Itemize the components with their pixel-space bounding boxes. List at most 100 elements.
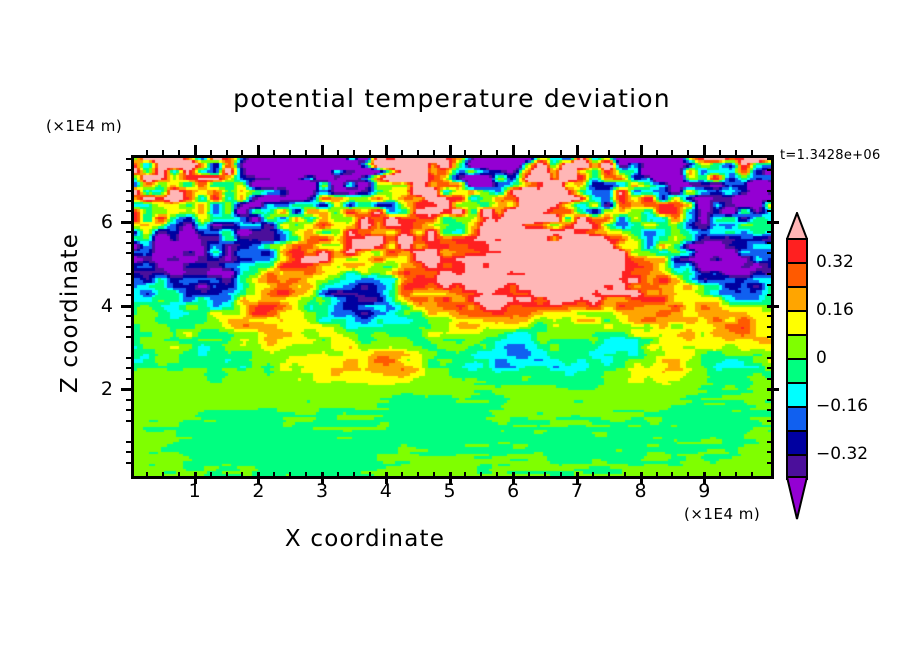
colorbar-band — [786, 358, 808, 384]
x-tick-label: 5 — [443, 480, 456, 502]
y-tick-minor — [767, 158, 774, 161]
colorbar-tick-label: −0.16 — [816, 396, 869, 416]
x-tick-label: 2 — [252, 480, 265, 502]
y-tick-minor — [126, 252, 133, 255]
x-tick-minor — [751, 472, 754, 479]
y-tick-major — [767, 304, 779, 308]
x-tick-minor — [400, 472, 403, 479]
colorbar-band — [786, 406, 808, 432]
contour-plot-area — [131, 155, 774, 479]
x-tick-minor — [368, 150, 371, 157]
x-tick-minor — [177, 150, 180, 157]
x-tick-minor — [273, 150, 276, 157]
x-tick-major — [703, 145, 707, 157]
x-tick-major — [448, 472, 452, 484]
x-tick-major — [321, 145, 325, 157]
x-tick-minor — [687, 472, 690, 479]
y-tick-minor — [126, 273, 133, 276]
y-tick-major — [121, 220, 133, 224]
y-tick-minor — [126, 294, 133, 297]
x-tick-minor — [145, 472, 148, 479]
x-tick-minor — [225, 150, 228, 157]
y-tick-minor — [126, 409, 133, 412]
colorbar-band — [786, 334, 808, 360]
x-tick-minor — [464, 150, 467, 157]
y-tick-minor — [126, 315, 133, 318]
x-tick-minor — [607, 472, 610, 479]
y-tick-minor — [767, 440, 774, 443]
x-tick-label: 7 — [570, 480, 583, 502]
x-tick-minor — [432, 150, 435, 157]
y-tick-minor — [126, 367, 133, 370]
x-tick-minor — [337, 150, 340, 157]
colorbar-band — [786, 310, 808, 336]
y-tick-minor — [126, 241, 133, 244]
y-tick-minor — [126, 210, 133, 213]
x-tick-major — [448, 145, 452, 157]
y-tick-minor — [767, 409, 774, 412]
x-tick-label: 8 — [634, 480, 647, 502]
x-tick-minor — [559, 472, 562, 479]
x-tick-minor — [161, 472, 164, 479]
x-tick-minor — [209, 472, 212, 479]
y-tick-minor — [767, 451, 774, 454]
y-tick-minor — [767, 168, 774, 171]
y-tick-minor — [126, 283, 133, 286]
y-tick-minor — [767, 283, 774, 286]
x-tick-minor — [719, 150, 722, 157]
x-tick-minor — [400, 150, 403, 157]
x-tick-minor — [289, 472, 292, 479]
x-tick-minor — [735, 472, 738, 479]
x-tick-minor — [480, 150, 483, 157]
y-tick-label: 4 — [100, 294, 113, 317]
y-tick-minor — [126, 419, 133, 422]
x-tick-minor — [751, 150, 754, 157]
y-tick-minor — [126, 168, 133, 171]
y-tick-major — [767, 388, 779, 392]
colorbar-tick-label: 0 — [816, 348, 827, 368]
time-annotation: t=1.3428e+06 — [780, 148, 881, 163]
x-tick-major — [512, 145, 516, 157]
x-tick-minor — [305, 472, 308, 479]
x-tick-minor — [687, 150, 690, 157]
y-tick-label: 2 — [100, 378, 113, 401]
y-tick-minor — [126, 325, 133, 328]
y-tick-minor — [767, 294, 774, 297]
x-axis-unit-label: (×1E4 m) — [684, 505, 761, 523]
x-axis-title: X coordinate — [284, 526, 446, 552]
colorbar-band — [786, 238, 808, 264]
x-tick-minor — [225, 472, 228, 479]
x-tick-minor — [671, 472, 674, 479]
x-tick-minor — [273, 472, 276, 479]
y-tick-label: 6 — [100, 210, 113, 233]
y-tick-minor — [767, 377, 774, 380]
x-tick-minor — [305, 150, 308, 157]
colorbar — [786, 238, 808, 480]
x-tick-minor — [591, 472, 594, 479]
x-tick-major — [703, 472, 707, 484]
x-tick-minor — [719, 472, 722, 479]
x-tick-minor — [735, 150, 738, 157]
colorbar-tick-label: −0.32 — [816, 444, 869, 464]
colorbar-cap-top — [785, 210, 809, 240]
y-tick-major — [121, 304, 133, 308]
x-tick-minor — [655, 150, 658, 157]
y-tick-minor — [126, 461, 133, 464]
x-tick-major — [193, 472, 197, 484]
x-tick-major — [639, 145, 643, 157]
x-tick-minor — [544, 472, 547, 479]
x-tick-label: 9 — [698, 480, 711, 502]
x-tick-minor — [496, 472, 499, 479]
x-tick-minor — [464, 472, 467, 479]
y-tick-minor — [767, 336, 774, 338]
x-tick-minor — [528, 472, 531, 479]
y-tick-minor — [126, 377, 133, 380]
x-tick-minor — [368, 472, 371, 479]
colorbar-tick-label: 0.16 — [816, 300, 854, 320]
x-tick-label: 6 — [507, 480, 520, 502]
y-tick-minor — [126, 440, 133, 443]
y-axis-title: Z coordinate — [57, 232, 83, 394]
x-tick-label: 3 — [316, 480, 329, 502]
x-tick-minor — [352, 150, 355, 157]
